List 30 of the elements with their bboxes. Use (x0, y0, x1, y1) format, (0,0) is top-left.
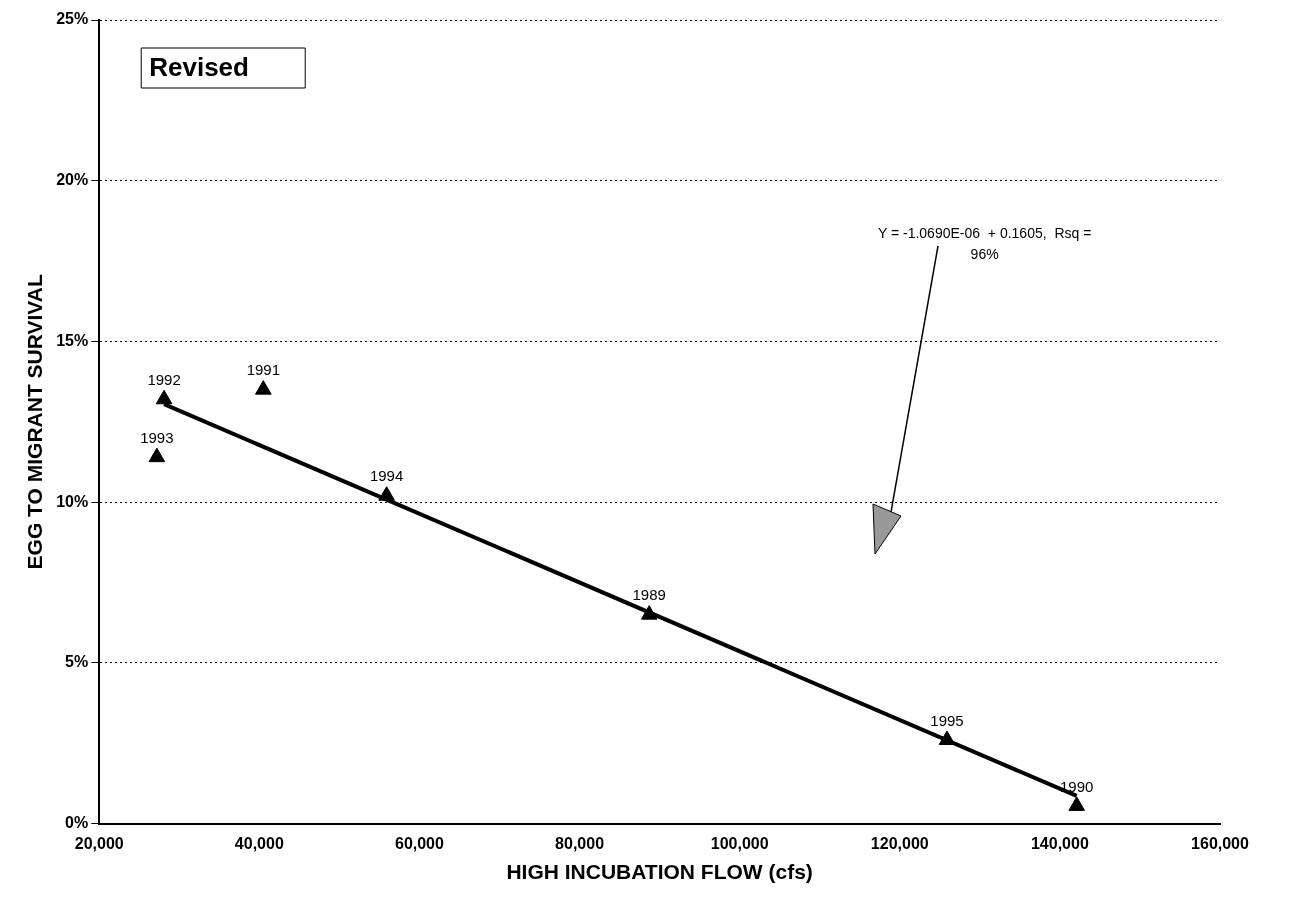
y-tick-label: 5% (65, 653, 89, 671)
point (155, 389, 173, 405)
x-tick-label: 20,000 (74, 834, 124, 852)
x-tick-label: 120,000 (870, 834, 929, 852)
annotation: Revised (149, 52, 249, 83)
x-tick-label: 100,000 (710, 834, 769, 852)
annotation: 1994 (369, 467, 404, 485)
point (640, 605, 658, 620)
y-tick-label: 10% (56, 492, 89, 510)
y-tick-label: 20% (56, 171, 89, 189)
x-tick-label: 80,000 (555, 834, 605, 852)
y-tick-label: 0% (65, 814, 89, 832)
x-axis-title: HIGH INCUBATION FLOW (cfs) (506, 860, 813, 884)
y-axis-title: EGG TO MIGRANT SURVIVAL (23, 274, 47, 570)
annotation: 1995 (930, 711, 964, 729)
annotation: Y = -1.0690E-06 + 0.1605, Rsq = 96% (877, 224, 1092, 262)
x-tick-label: 60,000 (394, 834, 445, 852)
annotation: 1991 (246, 361, 281, 379)
annotation: 1993 (140, 428, 174, 446)
x-tick-label: 40,000 (234, 834, 284, 852)
annotation: 1992 (147, 370, 181, 388)
y-tick-label: 25% (56, 10, 89, 28)
annotation: 1989 (632, 586, 666, 604)
x-tick-label: 140,000 (1030, 834, 1089, 852)
y-tick-label: 15% (56, 331, 89, 349)
point (255, 380, 272, 395)
point (148, 447, 166, 463)
x-tick-label: 160,000 (1191, 834, 1250, 852)
point (378, 486, 395, 501)
point (1068, 796, 1085, 811)
